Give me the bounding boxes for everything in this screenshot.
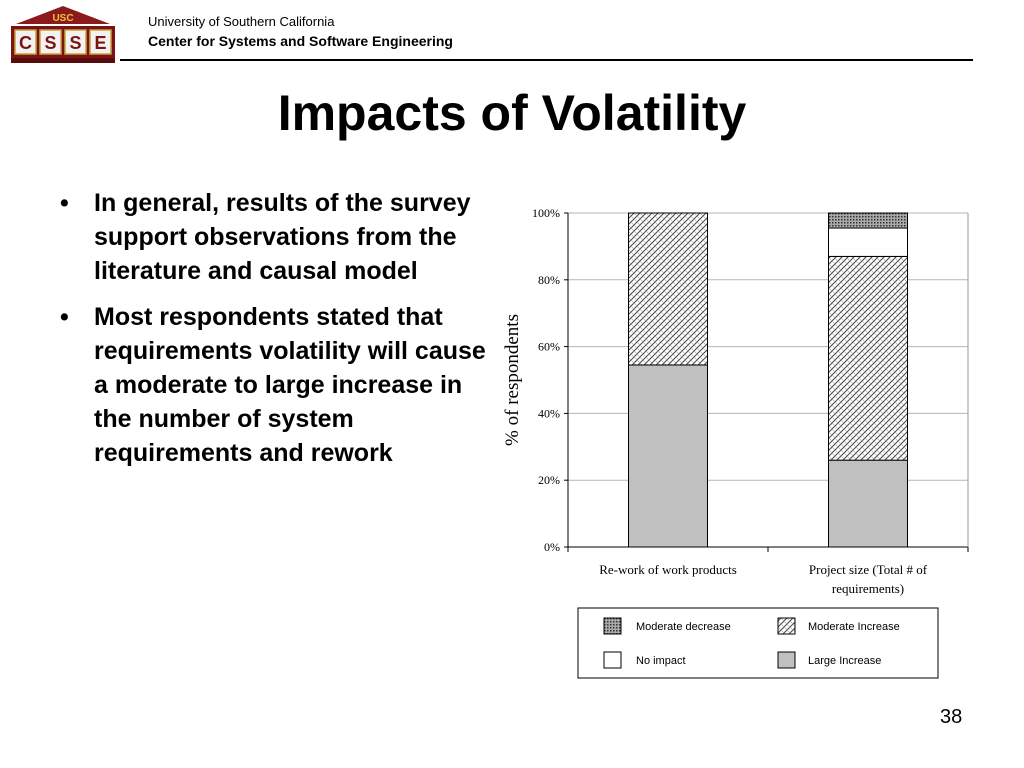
bar-segment [828, 255, 908, 461]
logo-letter-box [14, 29, 37, 55]
bullet-item: • In general, results of the survey suppo… [56, 186, 501, 288]
y-tick-label: 60% [538, 340, 560, 354]
logo-letter-box [39, 29, 62, 55]
org-name: University of Southern California [148, 14, 335, 29]
bar-segment [828, 212, 908, 229]
bar-segment [828, 227, 908, 257]
y-tick-label: 100% [532, 206, 560, 220]
legend-label: Large Increase [808, 655, 881, 667]
x-tick-label: Project size (Total # of [809, 562, 928, 577]
y-tick-label: 20% [538, 473, 560, 487]
logo-letter: C [19, 33, 32, 53]
y-tick-label: 40% [538, 406, 560, 420]
legend-label: No impact [636, 655, 686, 667]
bullet-list: • In general, results of the survey suppo… [56, 186, 501, 482]
bar-segment [828, 459, 908, 548]
logo-usc-text: USC [52, 13, 73, 24]
logo-roof [16, 6, 110, 24]
y-tick-label: 80% [538, 273, 560, 287]
bullet-text: In general, results of the survey suppor… [94, 189, 471, 285]
y-axis-title: % of respondents [502, 314, 523, 446]
legend-swatch [777, 617, 796, 635]
bullet-dot: • [60, 303, 69, 331]
logo-letter-box [64, 29, 87, 55]
logo-letter: E [94, 33, 106, 53]
y-tick-label: 0% [544, 540, 560, 554]
bar-segment [628, 364, 708, 548]
legend-label: Moderate Increase [808, 621, 900, 633]
bar-segment [628, 212, 708, 366]
legend-swatch [777, 651, 796, 669]
logo-letter: S [69, 33, 81, 53]
x-tick-label: Re-work of work products [599, 562, 737, 577]
bullet-item: • Most respondents stated that requiremen… [56, 300, 501, 470]
legend-swatch [603, 617, 622, 635]
volatility-chart: 0% 20% 40% 60% 80% 100% % of respondents Re-wor… [502, 206, 969, 679]
legend-box [577, 607, 939, 679]
header-rule [120, 59, 973, 61]
legend-swatch [603, 651, 622, 669]
center-name: Center for Systems and Software Engineer… [148, 33, 453, 49]
x-tick-label: requirements) [832, 581, 904, 596]
logo-letter-box [89, 29, 112, 55]
legend-label: Moderate decrease [636, 621, 731, 633]
logo-letter: S [44, 33, 56, 53]
bullet-text: Most respondents stated that requirement… [94, 303, 486, 467]
bullet-dot: • [60, 189, 69, 217]
slide-title: Impacts of Volatility [277, 85, 747, 141]
slide-number: 38 [940, 706, 963, 728]
logo-base [11, 58, 115, 63]
